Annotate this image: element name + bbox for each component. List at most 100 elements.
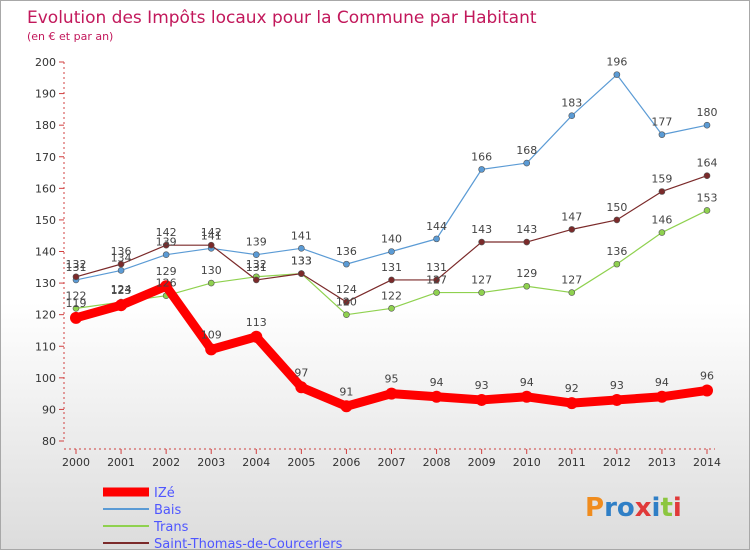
data-point [162, 241, 170, 249]
data-point [478, 289, 485, 296]
data-point [655, 390, 668, 403]
logo-letter: r [604, 493, 617, 523]
data-label: 146 [651, 214, 672, 227]
data-label: 131 [426, 261, 447, 274]
data-label: 132 [66, 258, 87, 271]
y-tick-label: 130 [35, 277, 56, 290]
legend-label: IZé [154, 486, 175, 501]
data-label: 143 [471, 223, 492, 236]
data-label: 177 [651, 116, 672, 129]
data-point [703, 172, 711, 179]
legend-label: Saint-Thomas-de-Courceriers [154, 537, 343, 551]
data-point [475, 393, 488, 406]
data-point [703, 121, 711, 129]
data-label: 183 [561, 97, 582, 110]
data-label: 94 [520, 376, 534, 389]
data-label: 131 [246, 261, 267, 274]
data-label: 150 [606, 201, 627, 214]
data-label: 96 [700, 369, 714, 382]
data-point [610, 393, 623, 406]
data-label: 92 [565, 382, 579, 395]
x-tick-label: 2011 [558, 456, 586, 469]
data-label: 126 [156, 277, 177, 290]
x-tick-label: 2008 [423, 456, 451, 469]
data-point [478, 238, 485, 246]
data-label: 95 [385, 373, 399, 386]
y-tick-label: 100 [35, 372, 56, 385]
data-point [72, 273, 80, 281]
data-label: 136 [111, 245, 132, 258]
data-point [252, 251, 260, 258]
data-label: 142 [156, 226, 177, 239]
y-tick-label: 180 [35, 119, 56, 132]
data-label: 94 [655, 376, 669, 389]
data-label: 180 [697, 106, 718, 119]
data-point [205, 343, 218, 356]
y-tick-label: 200 [35, 56, 56, 69]
data-label: 130 [201, 264, 222, 277]
data-label: 132 [246, 258, 267, 271]
chart-subtitle: (en € et par an) [27, 30, 113, 43]
data-label: 141 [201, 229, 222, 242]
data-point [388, 305, 395, 312]
data-point [568, 226, 576, 233]
data-label: 133 [291, 255, 312, 268]
x-tick-label: 2005 [287, 456, 315, 469]
data-point [162, 251, 170, 258]
data-point [433, 276, 440, 284]
x-tick-label: 2010 [513, 456, 541, 469]
data-point [613, 216, 621, 224]
data-label: 120 [336, 296, 357, 309]
data-label: 131 [66, 261, 87, 274]
data-point [523, 238, 531, 246]
x-tick-label: 2014 [693, 456, 721, 469]
data-point [433, 289, 440, 296]
proxiti-logo: Proxiti [585, 493, 682, 523]
y-tick-label: 150 [35, 214, 56, 227]
data-point [565, 397, 578, 410]
data-label: 136 [606, 245, 627, 258]
data-point [433, 235, 440, 243]
data-label: 93 [475, 379, 489, 392]
data-label: 124 [111, 283, 132, 296]
data-label: 129 [156, 265, 177, 278]
data-point [298, 270, 305, 277]
x-tick-label: 2003 [197, 456, 225, 469]
data-label: 127 [471, 274, 492, 287]
data-label: 142 [201, 226, 222, 239]
x-tick-label: 2012 [603, 456, 631, 469]
x-tick-label: 2001 [107, 456, 135, 469]
logo-letter: x [635, 493, 652, 523]
legend-label: Trans [153, 520, 189, 535]
data-label: 143 [516, 223, 537, 236]
data-point [613, 260, 621, 268]
data-point [658, 131, 666, 138]
data-point [70, 311, 82, 324]
data-point [250, 330, 263, 343]
data-label: 97 [294, 366, 308, 379]
data-label: 139 [246, 236, 267, 249]
chart-title: Evolution des Impôts locaux pour la Comm… [27, 8, 537, 28]
x-tick-label: 2002 [152, 456, 180, 469]
data-label: 113 [246, 316, 267, 329]
legend-label: Bais [154, 503, 181, 518]
axes: 80 90 100 110 120 130 140 150 160 170 180 190 200 200… [35, 56, 721, 469]
data-label: 122 [66, 289, 87, 302]
data-label: 129 [516, 267, 537, 280]
data-point [523, 282, 531, 290]
data-point [343, 298, 350, 306]
data-point [340, 400, 353, 413]
data-label: 127 [426, 274, 447, 287]
data-point [568, 112, 576, 119]
data-label: 153 [697, 191, 718, 204]
data-label: 134 [111, 251, 132, 264]
x-tick-label: 2004 [242, 456, 270, 469]
x-tick-label: 2007 [378, 456, 406, 469]
data-label: 124 [336, 283, 357, 296]
data-label: 164 [697, 157, 718, 170]
data-point [343, 260, 350, 268]
y-tick-label: 160 [35, 182, 56, 195]
data-label: 94 [430, 376, 444, 389]
